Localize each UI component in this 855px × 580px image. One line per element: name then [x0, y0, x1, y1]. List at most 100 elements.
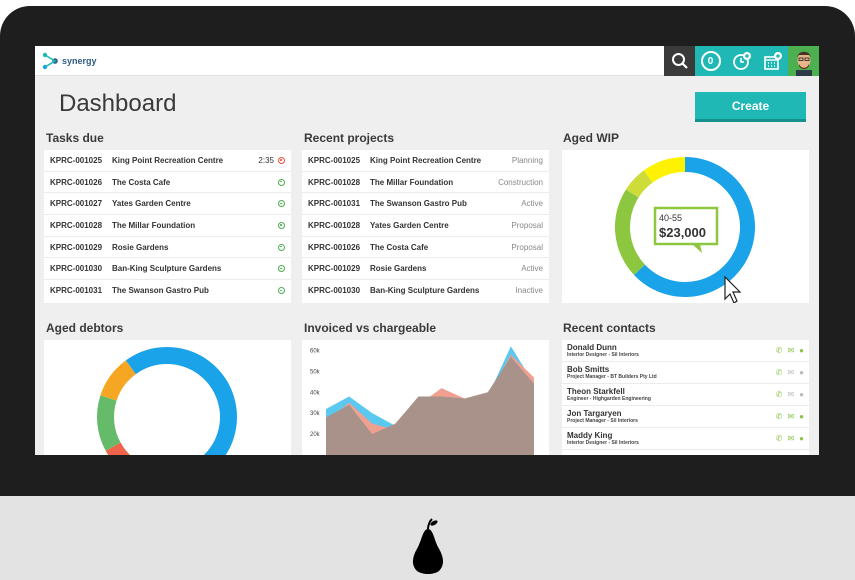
contact-info: Maddy King Interior Designer - Sil Interi… [567, 430, 776, 446]
brand-logo[interactable]: synergy [41, 52, 97, 70]
mouse-cursor-icon [724, 275, 742, 304]
mail-icon[interactable]: ✉ [787, 345, 795, 355]
recent-contacts-list: Donald Dunn Interior Designer - Sil Inter… [562, 340, 809, 455]
task-code: KPRC-001027 [50, 199, 103, 209]
contact-role: Project Manager - Sil Interiors [567, 417, 638, 424]
pear-logo-icon [412, 518, 444, 574]
mail-icon[interactable]: ✉ [787, 433, 795, 443]
contact-role: Project Manager - BT Builders Pty Ltd [567, 373, 657, 380]
globe-icon[interactable]: ● [799, 367, 804, 377]
y-tick-label: 20k [310, 432, 321, 438]
overdue-status-icon [278, 156, 285, 164]
globe-icon[interactable]: ● [799, 345, 804, 355]
task-due-time: 2:35 [258, 155, 274, 165]
project-name: The Swanson Gastro Pub [370, 199, 467, 209]
phone-icon[interactable]: ✆ [775, 433, 783, 443]
tasks-due-title: Tasks due [46, 131, 104, 145]
contact-row[interactable]: Sansa Pendragon✆✉● [562, 450, 809, 455]
recent-projects-list: KPRC-001025 King Point Recreation Centre P… [302, 150, 549, 303]
project-name: Yates Garden Centre [370, 220, 449, 230]
contact-row[interactable]: Theon Starkfell Engineer - Highgarden Eng… [562, 384, 809, 406]
wip-segment[interactable] [615, 189, 645, 275]
calendar-plus-icon [763, 52, 782, 70]
contact-row[interactable]: Jon Targaryen Project Manager - Sil Inter… [562, 406, 809, 428]
task-code: KPRC-001028 [50, 220, 103, 230]
task-row[interactable]: KPRC-001028 The Millar Foundation [44, 215, 291, 237]
debtors-segment[interactable] [97, 395, 121, 451]
debtors-segment[interactable] [167, 347, 237, 455]
globe-icon[interactable]: ● [799, 411, 804, 421]
project-row[interactable]: KPRC-001031 The Swanson Gastro Pub Active [302, 193, 549, 216]
add-event-button[interactable] [757, 46, 788, 76]
ok-status-icon [278, 200, 285, 208]
debtors-segment[interactable] [125, 347, 167, 375]
user-avatar[interactable] [788, 46, 819, 76]
y-tick-label: 30k [310, 411, 321, 417]
search-button[interactable] [664, 46, 695, 76]
task-code: KPRC-001031 [50, 286, 103, 296]
project-stage: Construction [498, 177, 543, 187]
contact-role: Interior Designer - Sil Interiors [567, 351, 639, 358]
project-row[interactable]: KPRC-001030 Ban-King Sculpture Gardens Ina… [302, 280, 549, 302]
contact-actions: ✆ ✉ ● [775, 367, 804, 377]
task-row[interactable]: KPRC-001025 King Point Recreation Centre 2… [44, 150, 291, 172]
project-code: KPRC-001028 [308, 177, 361, 187]
task-row[interactable]: KPRC-001029 Rosie Gardens [44, 237, 291, 259]
project-row[interactable]: KPRC-001026 The Costa Cafe Proposal [302, 237, 549, 259]
phone-icon[interactable]: ✆ [775, 345, 783, 355]
contact-name: Donald Dunn [567, 342, 617, 352]
globe-icon[interactable]: ● [799, 389, 804, 399]
task-row[interactable]: KPRC-001030 Ban-King Sculpture Gardens [44, 258, 291, 281]
task-row[interactable]: KPRC-001027 Yates Garden Centre [44, 193, 291, 216]
project-code: KPRC-001028 [308, 220, 361, 230]
contact-row[interactable]: Maddy King Interior Designer - Sil Interi… [562, 428, 809, 450]
contact-info: Jon Targaryen Project Manager - Sil Inter… [567, 409, 776, 424]
project-code: KPRC-001030 [308, 286, 361, 296]
phone-icon[interactable]: ✆ [775, 389, 783, 399]
project-row[interactable]: KPRC-001028 The Millar Foundation Construc… [302, 172, 549, 194]
contact-role: Engineer - Highgarden Engineering [567, 395, 651, 402]
contact-info: Bob Smitts Project Manager - BT Builders … [567, 365, 776, 380]
debtors-segment[interactable] [105, 442, 208, 455]
project-code: KPRC-001025 [308, 155, 361, 165]
mail-icon[interactable]: ✉ [787, 411, 795, 421]
task-row[interactable]: KPRC-001031 The Swanson Gastro Pub [44, 280, 291, 302]
contact-info: Theon Starkfell Engineer - Highgarden Eng… [567, 387, 776, 402]
mail-icon[interactable]: ✉ [787, 367, 795, 377]
wip-segment[interactable] [643, 157, 685, 183]
contact-actions: ✆ ✉ ● [775, 433, 804, 443]
globe-icon[interactable]: ● [799, 433, 804, 443]
task-name: Rosie Gardens [112, 242, 169, 252]
project-name: The Costa Cafe [370, 242, 429, 252]
phone-icon[interactable]: ✆ [775, 367, 783, 377]
contact-row[interactable]: Donald Dunn Interior Designer - Sil Inter… [562, 340, 809, 362]
ok-status-icon [278, 178, 285, 186]
notifications-button[interactable]: 0 [695, 46, 726, 76]
contact-actions: ✆ ✉ ● [775, 411, 804, 421]
notification-count: 0 [700, 51, 721, 71]
wip-segment[interactable] [625, 170, 653, 198]
debtors-segment[interactable] [100, 360, 136, 401]
add-time-button[interactable] [726, 46, 757, 76]
phone-icon[interactable]: ✆ [775, 411, 783, 421]
wip-segment[interactable] [633, 157, 755, 297]
project-code: KPRC-001031 [308, 199, 361, 209]
project-stage: Proposal [511, 220, 543, 230]
project-stage: Active [521, 264, 543, 274]
mail-icon[interactable]: ✉ [787, 389, 795, 399]
create-button[interactable]: Create [695, 92, 806, 122]
project-name: Rosie Gardens [370, 264, 427, 274]
task-code: KPRC-001030 [50, 264, 103, 274]
top-bar: synergy 0 [35, 46, 819, 76]
project-row[interactable]: KPRC-001028 Yates Garden Centre Proposal [302, 215, 549, 237]
task-name: The Costa Cafe [112, 177, 171, 187]
area-series-2[interactable] [326, 356, 534, 455]
project-row[interactable]: KPRC-001029 Rosie Gardens Active [302, 258, 549, 281]
contact-name: Maddy King [567, 430, 613, 440]
project-stage: Inactive [515, 286, 543, 296]
contact-row[interactable]: Bob Smitts Project Manager - BT Builders … [562, 362, 809, 384]
project-stage: Proposal [511, 242, 543, 252]
tasks-due-list: KPRC-001025 King Point Recreation Centre 2… [44, 150, 291, 303]
project-row[interactable]: KPRC-001025 King Point Recreation Centre P… [302, 150, 549, 172]
task-row[interactable]: KPRC-001026 The Costa Cafe [44, 172, 291, 194]
